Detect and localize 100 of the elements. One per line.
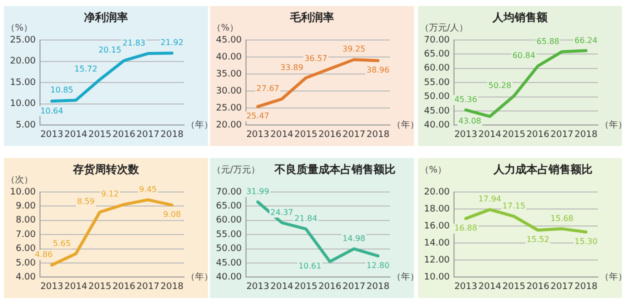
y-axis-title: （元/万元） [212,164,260,176]
data-label: 15.52 [526,235,550,244]
x-tick-label: 2017 [550,282,574,292]
x-tick-label: 2018 [574,130,598,140]
data-label: 10.85 [50,85,74,94]
data-label: 50.28 [488,81,512,90]
data-label: 21.92 [160,38,184,48]
y-tick-label: 9.00 [16,202,36,212]
y-tick-label: 60.00 [216,216,242,226]
y-tick-label: 30.00 [216,86,242,96]
data-label: 9.45 [139,184,157,194]
y-tick-label: 65.00 [216,202,242,212]
data-label: 36.57 [304,54,328,63]
y-tick-label: 50.00 [424,92,450,102]
x-tick-label: 2015 [502,282,526,292]
y-tick-label: 18.00 [424,204,450,214]
y-axis-title: （%） [212,23,239,34]
data-label: 9.08 [163,210,181,220]
y-tick-label: 25.00 [216,104,242,114]
y-tick-label: 16.00 [424,221,450,232]
data-label: 27.67 [256,84,280,94]
chart-title: 人力成本占销售额比 [492,162,592,176]
y-tick-label: 20.00 [424,187,450,198]
data-label: 9.12 [100,190,119,199]
y-tick-label: 20.00 [10,56,36,67]
data-label: 39.25 [342,44,366,54]
x-tick-label: 2018 [160,282,184,292]
y-tick-label: 70.00 [424,35,450,46]
chart-title: 存货周转次数 [72,162,140,176]
x-tick-label: 2013 [246,130,270,140]
y-axis-title: （万元/人） [420,22,468,34]
annotation: 10.61 [298,262,322,271]
x-tick-label: 2016 [112,130,136,140]
x-tick-label: 2015 [88,282,112,292]
chart-title: 净利润率 [84,10,128,24]
data-label: 60.84 [512,51,536,60]
y-tick-label: 6.00 [16,244,36,254]
y-tick-label: 70.00 [216,187,242,198]
x-tick-label: 2013 [40,130,64,140]
x-tick-label: 2015 [294,130,318,140]
data-label: 45.36 [454,95,478,104]
y-tick-label: 8.00 [16,216,36,226]
x-tick-label: 2017 [342,282,366,292]
y-tick-label: 15.00 [10,78,36,88]
y-axis-title: （次） [6,174,33,186]
x-tick-label: 2018 [574,282,598,292]
annotation: 14.98 [342,234,366,243]
y-tick-label: 40.00 [216,52,242,62]
x-tick-label: 2015 [294,282,318,292]
x-tick-label: 2015 [502,130,526,140]
data-label: 15.30 [574,237,598,246]
x-tick-label: 2016 [318,282,342,292]
chart-title: 不良质量成本占销售额比 [274,162,396,176]
x-tick-label: 2014 [270,282,294,292]
y-tick-label: 35.00 [216,69,242,80]
y-tick-label: 10.00 [10,187,36,198]
x-tick-label: 2015 [88,130,112,140]
x-axis-title: （年） [186,272,213,283]
y-tick-label: 25.00 [10,35,36,46]
x-tick-label: 2017 [342,130,366,140]
x-tick-label: 2016 [112,282,136,292]
x-tick-label: 2013 [454,130,478,140]
y-axis-title: （%） [420,165,447,176]
data-label: 66.24 [574,36,598,45]
data-label: 25.47 [246,112,270,121]
y-tick-label: 14.00 [424,238,450,248]
data-label: 15.72 [74,64,98,74]
x-axis-title: （年） [392,120,419,131]
x-tick-label: 2014 [64,130,88,140]
data-label: 20.15 [98,46,122,55]
x-tick-label: 2018 [366,130,390,140]
x-tick-label: 2013 [40,282,64,292]
x-tick-label: 2016 [526,282,550,292]
data-label: 38.96 [366,66,390,75]
y-tick-label: 40.00 [216,272,242,283]
data-label: 43.08 [458,116,482,126]
chart-title: 毛利润率 [289,10,334,24]
y-tick-label: 4.00 [16,272,36,283]
x-tick-label: 2016 [526,130,550,140]
annotation: 24.37 [270,208,294,217]
y-tick-label: 10.00 [424,272,450,283]
y-tick-label: 65.00 [424,50,450,60]
x-axis-title: （年） [600,120,627,131]
x-axis-title: （年） [186,120,213,131]
data-label: 5.65 [52,238,71,248]
x-tick-label: 2017 [550,130,574,140]
y-tick-label: 45.00 [216,35,242,46]
y-tick-label: 45.00 [424,106,450,116]
y-tick-label: 7.00 [16,230,36,240]
x-tick-label: 2018 [366,282,390,292]
x-tick-label: 2014 [64,282,88,292]
data-label: 15.68 [550,214,574,223]
data-label: 33.89 [280,62,304,72]
chart-title: 人均销售额 [492,10,548,24]
x-tick-label: 2017 [136,282,160,292]
x-axis-title: （年） [392,272,419,283]
y-tick-label: 60.00 [424,64,450,74]
y-axis-title: （%） [6,23,33,34]
x-axis-title: （年） [600,272,627,283]
y-tick-label: 40.00 [424,120,450,131]
